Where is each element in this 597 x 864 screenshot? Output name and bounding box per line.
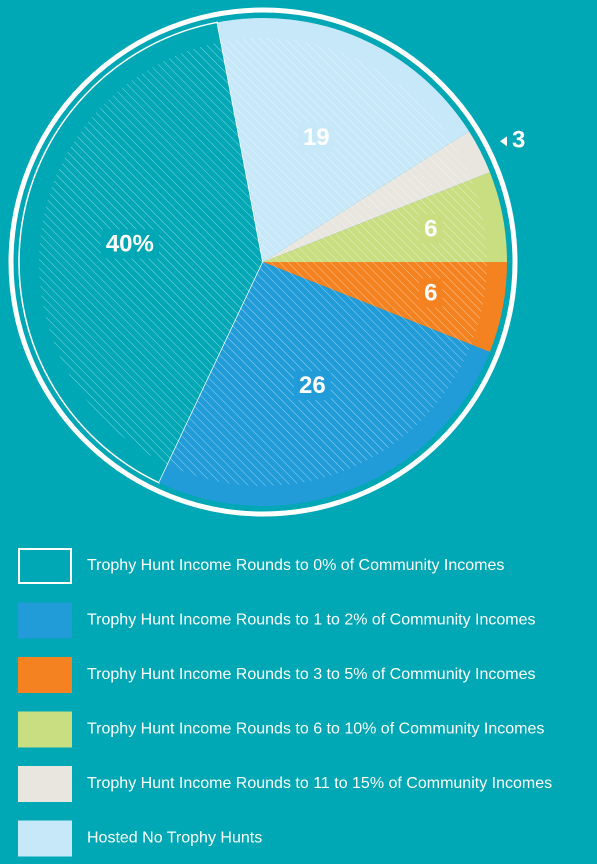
value-label: 26 <box>299 372 326 399</box>
label-arrow <box>500 136 508 147</box>
legend-swatch <box>18 766 72 802</box>
value-label: 6 <box>424 279 437 306</box>
legend-swatch <box>18 602 72 639</box>
hatch-overlay <box>39 38 487 486</box>
legend-swatch <box>18 820 72 857</box>
legend-label: Trophy Hunt Income Rounds to 6 to 10% of… <box>87 721 544 738</box>
value-label-box <box>294 371 331 401</box>
legend-swatch <box>18 657 72 693</box>
value-label: 40% <box>106 231 154 258</box>
legend-label: Trophy Hunt Income Rounds to 1 to 2% of … <box>87 612 536 629</box>
value-label-box <box>100 229 159 259</box>
pie-ring <box>8 7 518 517</box>
legend-swatch <box>18 711 72 748</box>
value-label: 3 <box>512 127 525 154</box>
legend-label: Trophy Hunt Income Rounds to 11 to 15% o… <box>87 775 552 792</box>
value-label-box <box>419 278 443 308</box>
legend-label: Trophy Hunt Income Rounds to 3 to 5% of … <box>87 666 536 683</box>
value-label-box <box>419 214 443 244</box>
value-label-box <box>297 123 335 153</box>
value-label: 19 <box>303 124 330 151</box>
legend-swatch <box>18 548 72 584</box>
value-label: 6 <box>424 215 437 242</box>
legend-label: Trophy Hunt Income Rounds to 0% of Commu… <box>87 557 504 574</box>
legend-label: Hosted No Trophy Hunts <box>87 830 262 847</box>
